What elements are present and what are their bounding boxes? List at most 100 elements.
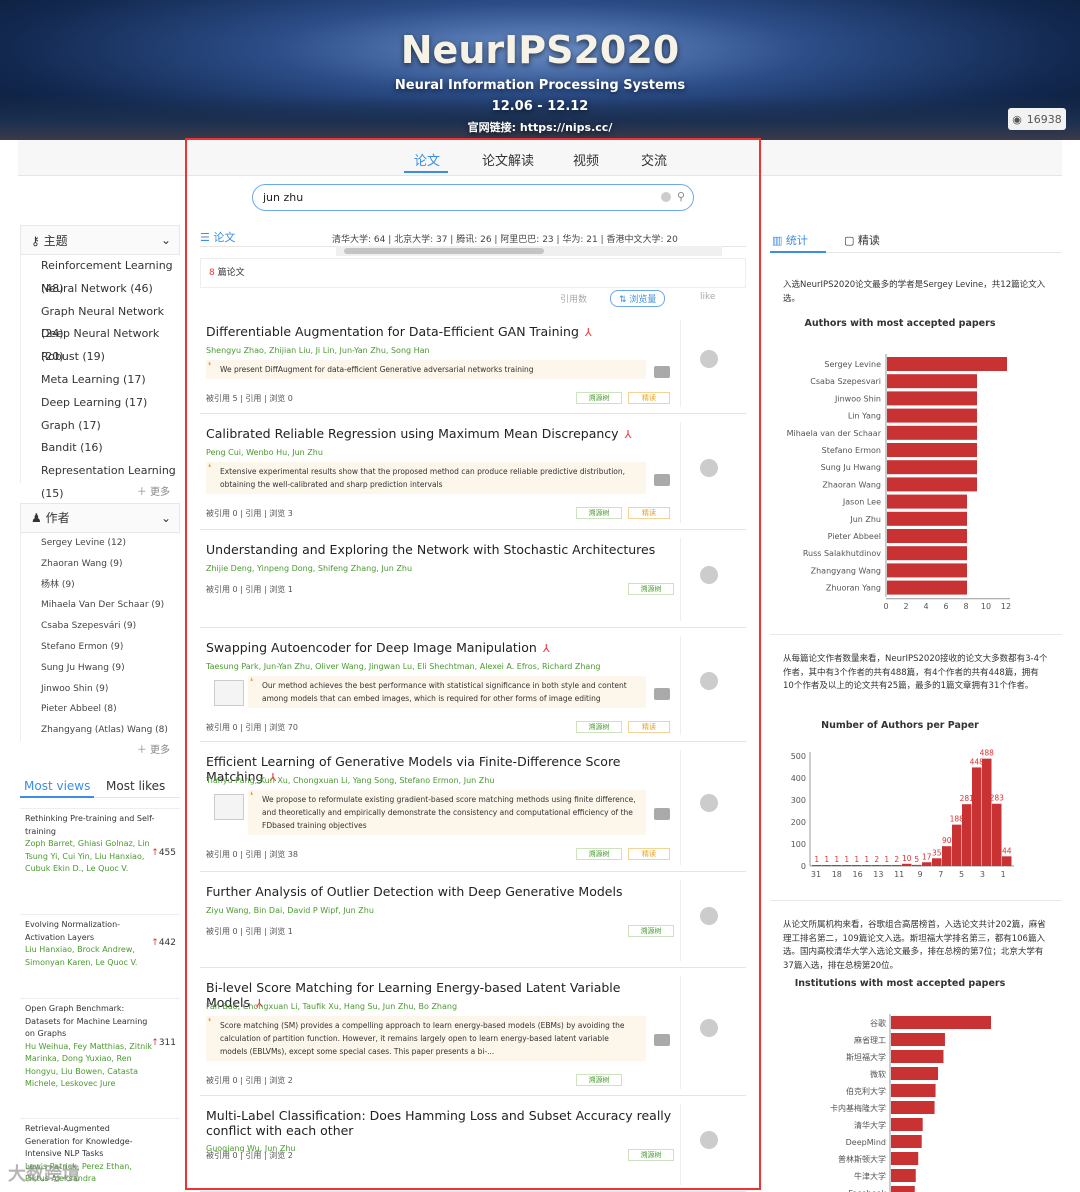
- read-button[interactable]: 精读: [628, 848, 670, 860]
- read-button[interactable]: 精读: [628, 507, 670, 519]
- like-icon[interactable]: [700, 794, 718, 812]
- tab-stats[interactable]: ▥ 统计: [772, 234, 808, 247]
- author-item[interactable]: 杨林 (9): [20, 574, 180, 596]
- sort-citations[interactable]: 引用数: [560, 295, 588, 305]
- paper-title[interactable]: Understanding and Exploring the Network …: [206, 542, 676, 557]
- topic-item[interactable]: Bandit (16): [20, 437, 180, 461]
- scrollbar-thumb[interactable]: [344, 248, 544, 254]
- paper-title-text[interactable]: Understanding and Exploring the Network …: [206, 542, 656, 557]
- paper-title-text[interactable]: Efficient Learning of Generative Models …: [206, 754, 621, 784]
- paper-title[interactable]: Differentiable Augmentation for Data-Eff…: [206, 324, 676, 340]
- paper-title-text[interactable]: Multi-Label Classification: Does Hamming…: [206, 1108, 672, 1138]
- tab-most-likes[interactable]: Most likes: [106, 779, 166, 793]
- like-icon[interactable]: [700, 566, 718, 584]
- tree-button[interactable]: 溯源树: [576, 848, 622, 860]
- author-item[interactable]: Mihaela Van Der Schaar (9): [20, 595, 180, 617]
- comment-icon[interactable]: [654, 366, 670, 378]
- sort-likes[interactable]: like: [700, 292, 716, 302]
- tab-discussion[interactable]: 交流: [641, 154, 668, 169]
- banner-link[interactable]: 官网链接: https://nips.cc/: [467, 121, 613, 134]
- clear-icon[interactable]: [661, 192, 671, 202]
- stats-scrollbar[interactable]: [336, 246, 722, 256]
- topic-item[interactable]: Graph Neural Network (24): [20, 300, 180, 340]
- topics-more-button[interactable]: ＋ 更多: [136, 486, 170, 498]
- topic-item[interactable]: Robust (19): [20, 346, 180, 369]
- data-label: 1: [884, 855, 889, 864]
- pdf-icon[interactable]: ⅄: [624, 428, 632, 441]
- comment-icon[interactable]: [654, 808, 670, 820]
- authors-more-button[interactable]: ＋ 更多: [136, 744, 170, 756]
- most-item-title[interactable]: Open Graph Benchmark: Datasets for Machi…: [25, 1004, 148, 1038]
- paper-title-text[interactable]: Further Analysis of Outlier Detection wi…: [206, 884, 623, 899]
- author-item[interactable]: Pieter Abbeel (8): [20, 699, 180, 721]
- paper-title-text[interactable]: Differentiable Augmentation for Data-Eff…: [206, 324, 579, 339]
- search-input[interactable]: jun zhu ⚲: [252, 184, 694, 211]
- tree-button[interactable]: 溯源树: [576, 1074, 622, 1086]
- pdf-icon[interactable]: ⅄: [269, 771, 277, 784]
- most-item-title[interactable]: Evolving Normalization-Activation Layers: [25, 920, 121, 942]
- like-icon[interactable]: [700, 672, 718, 690]
- paper-title-text[interactable]: Swapping Autoencoder for Deep Image Mani…: [206, 640, 537, 655]
- paper-title[interactable]: Swapping Autoencoder for Deep Image Mani…: [206, 640, 676, 656]
- most-item[interactable]: Open Graph Benchmark: Datasets for Machi…: [20, 998, 180, 1091]
- papers-label[interactable]: ☰ 论文: [200, 231, 236, 244]
- pdf-icon[interactable]: ⅄: [542, 642, 550, 655]
- author-item[interactable]: Csaba Szepesvári (9): [20, 616, 180, 637]
- comment-icon[interactable]: [654, 688, 670, 700]
- paper-title[interactable]: Further Analysis of Outlier Detection wi…: [206, 884, 676, 899]
- search-icon[interactable]: ⚲: [676, 190, 685, 203]
- comment-icon[interactable]: [654, 1034, 670, 1046]
- paper-title-text[interactable]: Calibrated Reliable Regression using Max…: [206, 426, 619, 441]
- bar: [887, 580, 967, 595]
- paper-title[interactable]: Bi-level Score Matching for Learning Ene…: [206, 980, 676, 1011]
- author-item[interactable]: Jinwoo Shin (9): [20, 678, 180, 700]
- paper-title-text[interactable]: Bi-level Score Matching for Learning Ene…: [206, 980, 621, 1010]
- sort-views[interactable]: ⇅ 浏览量: [610, 290, 666, 307]
- topic-item[interactable]: Neural Network (46): [20, 277, 180, 301]
- most-item[interactable]: Retrieval-Augmented Generation for Knowl…: [20, 1118, 180, 1186]
- tree-button[interactable]: 溯源树: [628, 1149, 674, 1161]
- like-icon[interactable]: [700, 1131, 718, 1149]
- tree-button[interactable]: 溯源树: [576, 721, 622, 733]
- most-item[interactable]: Evolving Normalization-Activation Layers…: [20, 914, 180, 969]
- topics-header[interactable]: ⚷ 主题 ⌄: [20, 225, 180, 255]
- topic-item[interactable]: Meta Learning (17): [20, 368, 180, 392]
- most-item[interactable]: Rethinking Pre-training and Self-trainin…: [20, 808, 180, 876]
- tick-label: Russ Salakhutdinov: [803, 549, 881, 558]
- most-item-title[interactable]: Retrieval-Augmented Generation for Knowl…: [25, 1124, 133, 1158]
- author-item[interactable]: Stefano Ermon (9): [20, 636, 180, 658]
- topic-item[interactable]: Deep Learning (17): [20, 391, 180, 415]
- like-icon[interactable]: [700, 350, 718, 368]
- topic-item[interactable]: Deep Neural Network (20): [20, 323, 180, 363]
- tree-button[interactable]: 溯源树: [576, 507, 622, 519]
- author-item[interactable]: Sergey Levine (12): [20, 532, 180, 554]
- like-icon[interactable]: [700, 907, 718, 925]
- topic-item[interactable]: Representation Learning (15): [20, 460, 180, 500]
- author-item[interactable]: Sung Ju Hwang (9): [20, 657, 180, 679]
- comment-icon[interactable]: [654, 474, 670, 486]
- paper-title[interactable]: Efficient Learning of Generative Models …: [206, 754, 676, 785]
- like-icon[interactable]: [700, 1019, 718, 1037]
- tab-most-views[interactable]: Most views: [24, 779, 91, 793]
- tick-label: 10: [981, 602, 991, 611]
- tree-button[interactable]: 溯源树: [628, 925, 674, 937]
- pdf-icon[interactable]: ⅄: [256, 997, 263, 1010]
- tab-videos[interactable]: 视频: [573, 154, 600, 169]
- like-icon[interactable]: [700, 459, 718, 477]
- paper-title[interactable]: Calibrated Reliable Regression using Max…: [206, 426, 676, 442]
- paper-title[interactable]: Multi-Label Classification: Does Hamming…: [206, 1108, 676, 1138]
- most-item-title[interactable]: Rethinking Pre-training and Self-trainin…: [25, 814, 155, 836]
- author-item[interactable]: Zhaoran Wang (9): [20, 553, 180, 575]
- topic-item[interactable]: Reinforcement Learning (48): [20, 255, 180, 295]
- read-button[interactable]: 精读: [628, 392, 670, 404]
- topic-item[interactable]: Graph (17): [20, 414, 180, 438]
- tree-button[interactable]: 溯源树: [628, 583, 674, 595]
- author-item[interactable]: Zhangyang (Atlas) Wang (8): [20, 720, 180, 741]
- authors-header[interactable]: ♟ 作者 ⌄: [20, 502, 180, 533]
- read-button[interactable]: 精读: [628, 721, 670, 733]
- tab-featured[interactable]: ▢ 精读: [844, 234, 880, 247]
- tree-button[interactable]: 溯源树: [576, 392, 622, 404]
- tab-papers[interactable]: 论文: [414, 154, 441, 169]
- pdf-icon[interactable]: ⅄: [584, 326, 592, 339]
- tab-interpretation[interactable]: 论文解读: [482, 154, 535, 169]
